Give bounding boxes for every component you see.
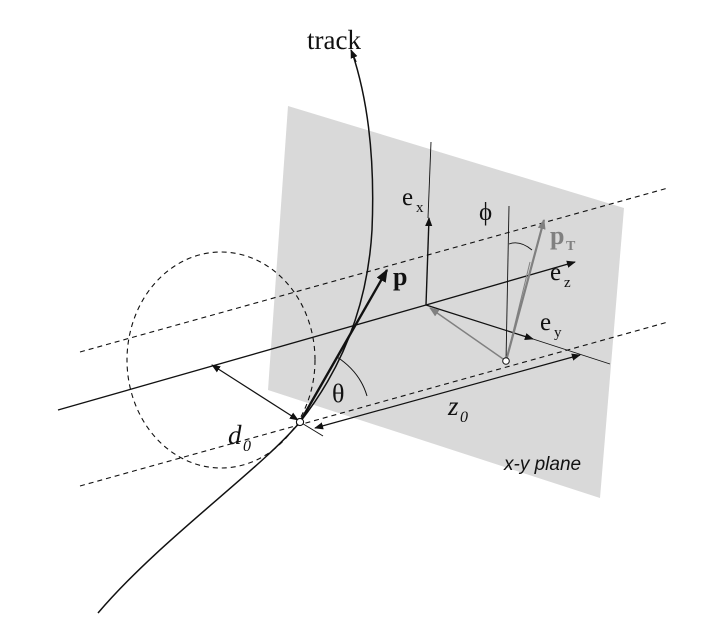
d0-subscript: 0 xyxy=(243,438,251,455)
phi-label: ϕ xyxy=(479,199,492,226)
p-label: p xyxy=(393,262,407,291)
ey-subscript: y xyxy=(554,325,562,341)
track-arrow xyxy=(350,49,358,63)
ex-reference-line xyxy=(427,141,432,219)
ez-label: e xyxy=(550,259,561,286)
ez-vector xyxy=(425,260,576,306)
track-curve xyxy=(97,51,374,614)
z0-start-tick xyxy=(299,421,324,437)
pt-vector xyxy=(504,219,546,362)
ex-label: e xyxy=(402,184,413,211)
ey-vector xyxy=(425,304,534,340)
perigee-point xyxy=(295,417,305,427)
ez-subscript: z xyxy=(564,275,571,291)
pt-label: p xyxy=(550,221,564,250)
ey-reference-line xyxy=(532,338,611,365)
ex-vector xyxy=(425,217,433,306)
d0-arrow xyxy=(211,364,299,421)
phi-arc xyxy=(508,242,533,251)
theta-label: θ xyxy=(332,379,344,408)
z0-subscript: 0 xyxy=(460,409,468,426)
pt-subscript: T xyxy=(566,239,576,254)
xy-plane xyxy=(268,106,624,498)
z0-label: z xyxy=(447,391,459,421)
p-projection-line xyxy=(505,261,531,362)
upper-dashed-line xyxy=(79,187,669,353)
track-label: track xyxy=(307,25,361,55)
ex-subscript: x xyxy=(416,200,424,216)
grey-transverse-vector xyxy=(429,307,507,362)
z0-arrow xyxy=(314,353,581,430)
lower-dashed-line xyxy=(79,321,669,487)
ey-label: e xyxy=(540,309,551,336)
plane-label: x-y plane xyxy=(503,454,581,475)
beam-axis xyxy=(57,304,427,411)
phi-reference-line xyxy=(505,205,510,362)
d0-label: d xyxy=(228,420,242,450)
plane-point xyxy=(502,357,510,365)
